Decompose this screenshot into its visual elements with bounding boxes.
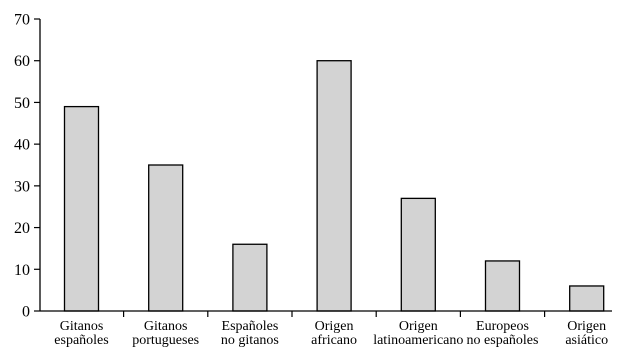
- y-tick-label: 20: [14, 220, 30, 237]
- bar-0: [63, 105, 100, 312]
- x-tick-label-3: Origen africano: [311, 319, 357, 348]
- y-tick-label: 60: [14, 53, 30, 70]
- bar-1: [148, 164, 184, 312]
- y-tick-label: 10: [14, 262, 30, 279]
- x-tick-label-1: Gitanos portugueses: [132, 319, 199, 348]
- x-tick-label-4: Origen latinoamericano: [373, 319, 463, 348]
- x-tick-label-6: Origen asiático: [565, 319, 608, 348]
- bar-2: [232, 243, 268, 312]
- axes: [34, 18, 612, 317]
- x-tick-label-5: Europeos no españoles: [467, 319, 539, 348]
- tick-labels: 0 10 20 30 40 50 60 70 Gitanos españoles Gitanos po…: [14, 12, 608, 349]
- y-tick-label: 40: [14, 137, 30, 154]
- bar-3: [316, 60, 352, 312]
- x-tick-label-0: Gitanos españoles: [54, 319, 108, 348]
- y-tick-label: 30: [14, 178, 30, 195]
- bars: [63, 60, 605, 312]
- bar-5: [484, 260, 521, 312]
- y-tick-label: 50: [14, 95, 30, 112]
- x-tick-label-2: Españoles no gitanos: [221, 319, 279, 348]
- y-tick-label: 0: [22, 304, 30, 321]
- y-tick-label: 70: [14, 12, 30, 29]
- bar-6: [569, 285, 605, 312]
- bar-4: [400, 197, 436, 312]
